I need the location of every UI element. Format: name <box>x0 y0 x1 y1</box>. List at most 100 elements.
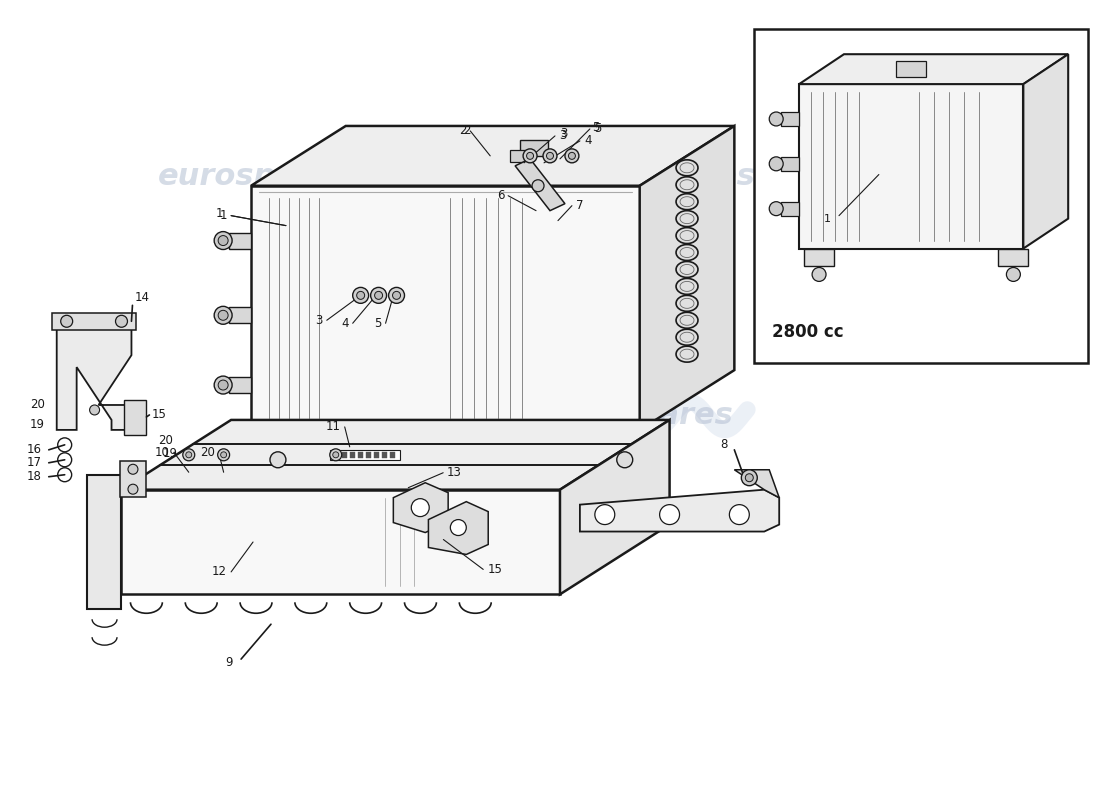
Circle shape <box>60 315 73 327</box>
Polygon shape <box>251 126 735 186</box>
Polygon shape <box>799 84 1023 249</box>
Text: 7: 7 <box>576 199 583 212</box>
Bar <box>755 30 1088 363</box>
Text: 20: 20 <box>200 446 214 459</box>
Circle shape <box>746 474 754 482</box>
Polygon shape <box>605 430 645 452</box>
Polygon shape <box>799 54 1068 84</box>
Circle shape <box>524 149 537 163</box>
Circle shape <box>565 149 579 163</box>
Circle shape <box>214 306 232 324</box>
Circle shape <box>769 157 783 170</box>
Polygon shape <box>640 126 735 430</box>
Polygon shape <box>229 377 251 393</box>
Text: 1: 1 <box>824 214 830 224</box>
Circle shape <box>221 452 227 458</box>
Polygon shape <box>781 157 799 170</box>
Polygon shape <box>580 490 779 531</box>
Text: 11: 11 <box>326 421 341 434</box>
Circle shape <box>356 291 364 299</box>
Text: 14: 14 <box>134 291 150 304</box>
Circle shape <box>769 112 783 126</box>
Circle shape <box>617 452 632 468</box>
Circle shape <box>270 452 286 468</box>
Text: 1: 1 <box>216 207 223 220</box>
Circle shape <box>393 291 400 299</box>
Polygon shape <box>520 140 548 156</box>
Text: 12: 12 <box>212 566 227 578</box>
Text: 20: 20 <box>158 434 173 447</box>
Text: 20: 20 <box>30 398 45 411</box>
Polygon shape <box>781 112 799 126</box>
Text: 4: 4 <box>341 317 349 330</box>
Text: 3: 3 <box>560 127 568 141</box>
Circle shape <box>218 449 230 461</box>
Text: 1: 1 <box>220 209 227 222</box>
Circle shape <box>595 505 615 525</box>
Polygon shape <box>229 307 251 323</box>
Circle shape <box>769 202 783 216</box>
Polygon shape <box>781 202 799 216</box>
Text: 5: 5 <box>594 122 602 135</box>
Circle shape <box>569 152 575 159</box>
Polygon shape <box>735 470 779 498</box>
Text: 4: 4 <box>584 134 592 147</box>
Text: 16: 16 <box>26 443 42 456</box>
Circle shape <box>89 405 100 415</box>
Circle shape <box>527 152 534 159</box>
Polygon shape <box>251 186 640 430</box>
Circle shape <box>330 449 342 461</box>
Circle shape <box>532 180 544 192</box>
Circle shape <box>214 231 232 250</box>
Text: 3: 3 <box>559 130 566 142</box>
Polygon shape <box>394 482 448 533</box>
Polygon shape <box>57 326 132 430</box>
Circle shape <box>214 376 232 394</box>
Text: 6: 6 <box>497 190 504 202</box>
Text: 2800 cc: 2800 cc <box>772 323 844 342</box>
Text: 17: 17 <box>26 456 42 470</box>
Bar <box>350 452 354 458</box>
Circle shape <box>218 310 228 320</box>
Text: 19: 19 <box>30 418 45 431</box>
Circle shape <box>333 452 339 458</box>
Circle shape <box>741 470 757 486</box>
Circle shape <box>411 498 429 517</box>
Polygon shape <box>121 490 560 594</box>
Text: 9: 9 <box>226 655 233 669</box>
Polygon shape <box>428 502 488 554</box>
Polygon shape <box>515 159 565 210</box>
Text: 19: 19 <box>163 447 177 460</box>
Polygon shape <box>999 249 1028 266</box>
Circle shape <box>116 315 128 327</box>
Polygon shape <box>1023 54 1068 249</box>
Polygon shape <box>261 430 296 452</box>
Circle shape <box>186 452 191 458</box>
Circle shape <box>218 380 228 390</box>
Bar <box>342 452 346 458</box>
Circle shape <box>128 484 138 494</box>
Polygon shape <box>124 400 146 435</box>
Polygon shape <box>560 420 670 594</box>
Circle shape <box>547 152 553 159</box>
Text: 10: 10 <box>155 446 169 459</box>
Circle shape <box>183 449 195 461</box>
Circle shape <box>729 505 749 525</box>
Circle shape <box>543 149 557 163</box>
Text: 2: 2 <box>459 125 466 138</box>
Text: 18: 18 <box>26 470 42 483</box>
Circle shape <box>388 287 405 303</box>
Text: 13: 13 <box>448 466 462 479</box>
Circle shape <box>128 464 138 474</box>
Polygon shape <box>330 450 399 460</box>
Circle shape <box>812 267 826 282</box>
Text: 5: 5 <box>374 317 382 330</box>
Bar <box>358 452 363 458</box>
Text: eurospares: eurospares <box>157 162 351 191</box>
Circle shape <box>353 287 369 303</box>
Polygon shape <box>804 249 834 266</box>
Bar <box>389 452 395 458</box>
Text: 8: 8 <box>720 438 727 451</box>
Text: eurospares: eurospares <box>563 162 756 191</box>
Bar <box>365 452 371 458</box>
